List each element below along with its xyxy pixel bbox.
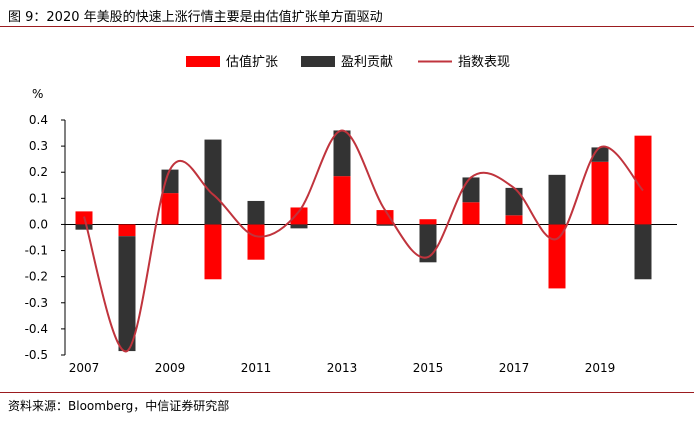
y-tick-label: -0.3 (25, 296, 48, 310)
x-tick-label: 2015 (413, 361, 444, 375)
legend: 估值扩张 盈利贡献 指数表现 (186, 54, 510, 70)
y-tick-label: 0.2 (29, 165, 48, 179)
bar-valuation-2018 (548, 224, 566, 289)
source-note: 资料来源：Bloomberg，中信证券研究部 (8, 399, 230, 413)
bar-earnings-2010 (204, 139, 222, 225)
x-tick-label: 2019 (585, 361, 616, 375)
bar-earnings-2011 (247, 200, 265, 225)
legend-label-valuation: 估值扩张 (226, 54, 278, 70)
legend-label-index: 指数表现 (458, 55, 510, 70)
index-line-path (83, 129, 644, 353)
legend-swatch-valuation (186, 56, 220, 67)
stacked-bar-line-chart: 估值扩张 盈利贡献 指数表现 % 0.4 0.3 0.2 0.1 0.0 -0.1 -0.2… (25, 54, 677, 375)
bar-valuation-2013 (333, 176, 351, 225)
index-line (83, 129, 644, 353)
y-tick-label: -0.2 (25, 270, 48, 284)
x-tick-label: 2007 (69, 361, 100, 375)
y-tick-label: 0.4 (29, 113, 48, 127)
x-tick-label: 2011 (241, 361, 272, 375)
bar-earnings-2013 (333, 130, 351, 177)
bar-earnings-2008 (118, 236, 136, 352)
y-tick-label: -0.1 (25, 244, 48, 258)
bar-valuation-2012 (290, 207, 308, 225)
bar-earnings-2007 (75, 224, 93, 230)
bar-earnings-2009 (161, 169, 179, 194)
y-tick-label: 0.3 (29, 139, 48, 153)
x-tick-label: 2009 (155, 361, 186, 375)
bar-valuation-2015 (419, 219, 437, 225)
bar-valuation-2014 (376, 210, 394, 225)
bar-earnings-2020 (634, 224, 652, 280)
legend-swatch-earnings (301, 56, 335, 67)
axes: 0.4 0.3 0.2 0.1 0.0 -0.1 -0.2 -0.3 -0.4 -0.5 2007 2… (25, 113, 677, 375)
bar-earnings-2018 (548, 174, 566, 225)
y-axis-unit: % (32, 87, 43, 101)
title-divider (0, 26, 694, 27)
bar-valuation-2016 (462, 202, 480, 225)
bar-earnings-2014 (376, 224, 394, 226)
legend-label-earnings: 盈利贡献 (341, 55, 393, 70)
y-tick-label: 0.0 (29, 217, 48, 231)
bar-valuation-2020 (634, 135, 652, 225)
bar-valuation-2009 (161, 193, 179, 225)
figure-title: 图 9：2020 年美股的快速上涨行情主要是由估值扩张单方面驱动 (8, 10, 383, 25)
x-tick-label: 2013 (327, 361, 358, 375)
bar-earnings-2017 (505, 187, 523, 216)
bar-valuation-2011 (247, 224, 265, 260)
bar-valuation-2008 (118, 224, 136, 237)
bars (75, 130, 652, 352)
bar-valuation-2017 (505, 215, 523, 225)
bar-earnings-2012 (290, 224, 308, 229)
y-tick-label: 0.1 (29, 191, 48, 205)
y-tick-label: -0.5 (25, 348, 48, 362)
bar-earnings-2016 (462, 177, 480, 203)
bar-valuation-2010 (204, 224, 222, 280)
y-tick-label: -0.4 (25, 322, 48, 336)
x-tick-label: 2017 (499, 361, 530, 375)
bar-valuation-2019 (591, 161, 609, 225)
source-divider (0, 392, 694, 393)
